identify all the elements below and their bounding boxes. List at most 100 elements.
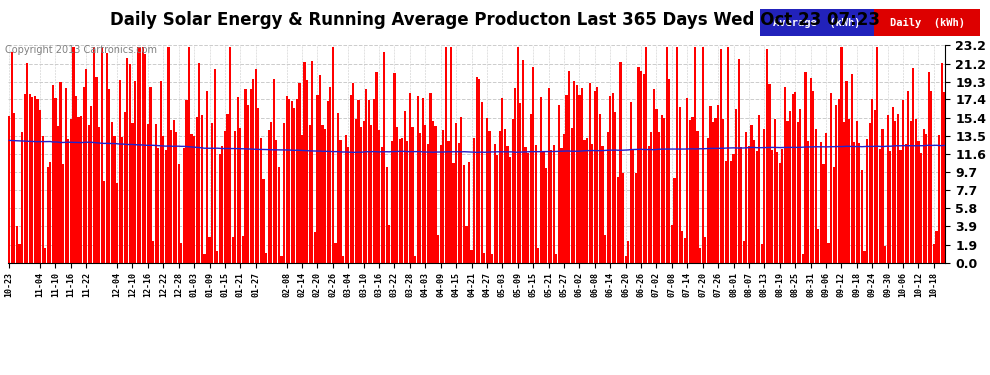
Bar [51, 85, 54, 262]
Bar [404, 111, 406, 262]
Bar [90, 106, 92, 262]
Bar [393, 73, 396, 262]
Bar [773, 119, 776, 262]
Bar [324, 129, 327, 262]
Bar [507, 146, 509, 262]
Bar [354, 119, 357, 262]
Bar [54, 98, 56, 262]
Bar [306, 80, 308, 262]
Bar [267, 130, 269, 262]
Bar [779, 163, 781, 262]
Bar [259, 138, 262, 262]
Bar [691, 117, 694, 262]
Bar [841, 47, 842, 262]
Bar [443, 130, 445, 262]
Bar [828, 243, 830, 262]
Bar [620, 62, 622, 262]
Bar [910, 121, 912, 262]
Bar [317, 95, 319, 262]
Text: Daily Solar Energy & Running Average Producton Last 365 Days Wed Oct 23 07:23: Daily Solar Energy & Running Average Pro… [110, 11, 880, 29]
Bar [733, 154, 735, 262]
Bar [709, 106, 712, 262]
Bar [742, 240, 744, 262]
Bar [26, 63, 29, 262]
Bar [496, 155, 498, 262]
Bar [412, 127, 414, 262]
Bar [265, 253, 267, 262]
Bar [715, 118, 717, 262]
Bar [928, 72, 930, 262]
Bar [940, 63, 942, 262]
Bar [768, 84, 770, 262]
Bar [13, 113, 16, 262]
Bar [760, 244, 763, 262]
Bar [842, 122, 845, 262]
Bar [576, 85, 578, 262]
Bar [106, 54, 108, 262]
Bar [373, 99, 375, 262]
Bar [871, 99, 873, 262]
Bar [750, 126, 752, 262]
Bar [499, 130, 501, 262]
Bar [37, 99, 39, 262]
Bar [322, 125, 324, 262]
Bar [552, 144, 554, 262]
Bar [157, 148, 159, 262]
Bar [270, 123, 272, 262]
Bar [127, 58, 129, 262]
Bar [80, 117, 82, 262]
Bar [77, 117, 79, 262]
Bar [252, 78, 254, 262]
Bar [470, 250, 472, 262]
Bar [902, 100, 904, 262]
Bar [209, 237, 211, 262]
Bar [671, 225, 673, 262]
Bar [291, 100, 293, 262]
Bar [522, 60, 524, 262]
Bar [633, 149, 635, 262]
Bar [817, 229, 820, 262]
Bar [650, 132, 652, 262]
Bar [114, 136, 116, 262]
Bar [933, 244, 935, 262]
Bar [879, 149, 881, 262]
Bar [206, 91, 208, 262]
Bar [697, 131, 699, 262]
Bar [422, 98, 424, 262]
Bar [758, 116, 760, 262]
Bar [417, 96, 419, 262]
Bar [132, 123, 134, 262]
Bar [663, 118, 665, 262]
Bar [717, 105, 719, 262]
Bar [555, 255, 557, 262]
Bar [755, 151, 757, 262]
Bar [285, 96, 288, 262]
Bar [741, 147, 742, 262]
Bar [918, 141, 920, 262]
Bar [802, 254, 804, 262]
Bar [905, 144, 907, 262]
Bar [789, 111, 791, 262]
Bar [124, 112, 126, 262]
Bar [88, 125, 90, 262]
Bar [728, 47, 730, 262]
Bar [897, 114, 899, 262]
Bar [858, 143, 860, 262]
Bar [275, 140, 277, 262]
Bar [437, 235, 440, 262]
Bar [59, 82, 61, 262]
Bar [936, 231, 938, 262]
Bar [257, 108, 259, 262]
Bar [249, 89, 251, 262]
Bar [457, 143, 459, 262]
Bar [481, 102, 483, 262]
Bar [119, 80, 121, 262]
Bar [82, 87, 85, 262]
Bar [609, 96, 612, 262]
Bar [766, 49, 768, 262]
Bar [362, 121, 364, 262]
Bar [596, 87, 599, 262]
Bar [245, 88, 247, 262]
Bar [781, 150, 783, 262]
Bar [298, 83, 301, 262]
